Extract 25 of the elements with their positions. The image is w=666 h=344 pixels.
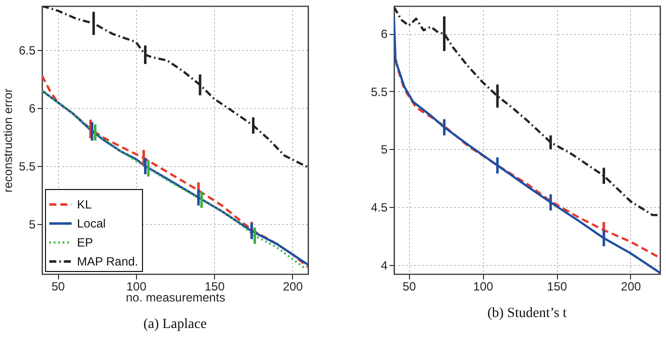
y-tick-label: 6.5	[18, 44, 36, 58]
y-tick-label: 5	[380, 142, 388, 157]
y-tick-label: 6	[28, 102, 36, 116]
y-tick-label: 5.5	[370, 84, 388, 99]
y-tick-label: 5	[28, 218, 36, 232]
y-axis-title: reconstruction error	[0, 88, 15, 193]
x-tick-label: 100	[126, 280, 147, 294]
x-tick-label: 50	[51, 280, 66, 294]
x-tick-label: 150	[204, 280, 225, 294]
legend-label: EP	[77, 236, 94, 250]
legend-label: MAP Rand.	[77, 254, 138, 268]
legend-label: KL	[77, 198, 92, 212]
y-tick-label: 6	[380, 27, 388, 42]
y-tick-label: 5.5	[18, 160, 36, 174]
legend-label: Local	[77, 216, 106, 230]
x-tick-label: 100	[473, 280, 494, 294]
x-tick-label: 150	[547, 280, 568, 294]
y-tick-label: 4	[380, 258, 388, 272]
y-tick-label: 4.5	[370, 200, 388, 214]
x-tick-label: 50	[402, 280, 416, 294]
text: (a) Laplace	[143, 317, 207, 332]
x-axis-title: no. measurements	[126, 290, 226, 304]
x-tick-label: 200	[620, 280, 642, 294]
text: (b) Student’s t	[487, 306, 567, 321]
x-tick-label: 200	[282, 280, 304, 294]
